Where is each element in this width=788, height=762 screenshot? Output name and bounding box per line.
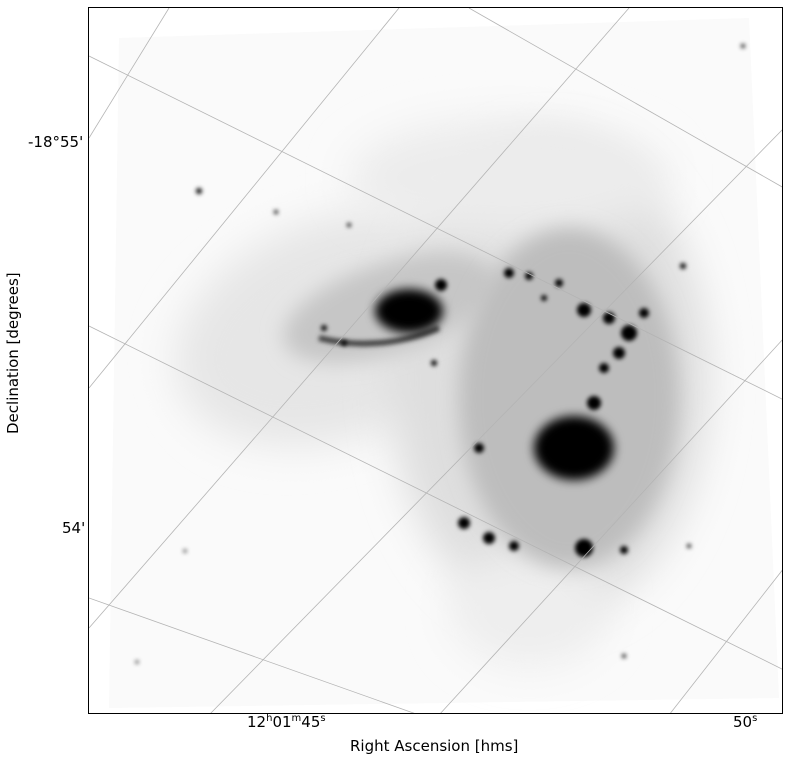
north-nucleus bbox=[375, 289, 443, 333]
dust-lane bbox=[318, 325, 441, 347]
south-nucleus bbox=[534, 416, 614, 480]
x-tick-label: 12h01m45s bbox=[247, 713, 326, 731]
south-galaxy-disk bbox=[459, 228, 679, 568]
tidal-tail-south bbox=[449, 548, 609, 668]
x-axis-label: Right Ascension [hms] bbox=[350, 737, 519, 755]
star-clusters bbox=[135, 44, 745, 664]
galaxy-image bbox=[89, 8, 782, 713]
coordinate-grid bbox=[89, 8, 782, 713]
y-tick-label: 54' bbox=[62, 519, 86, 537]
x-tick-label: 50s bbox=[733, 713, 758, 731]
y-tick-label: -18°55' bbox=[28, 133, 84, 151]
y-axis-label: Declination [degrees] bbox=[4, 272, 22, 434]
tidal-tail bbox=[349, 118, 669, 238]
plot-area bbox=[88, 7, 783, 714]
